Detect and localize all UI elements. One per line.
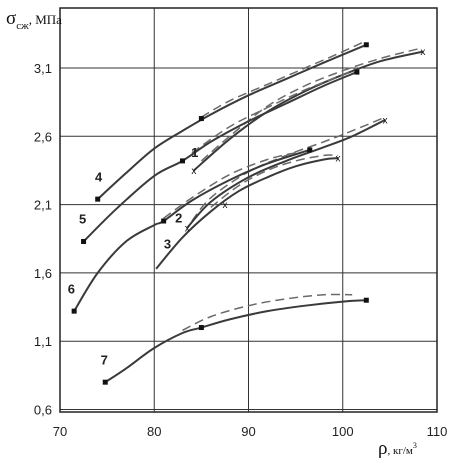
y-tick-label: 3,1 — [34, 61, 52, 76]
series-3-solid — [155, 157, 339, 270]
y-tick-label: 1,6 — [34, 266, 52, 281]
series-4-dashed — [200, 39, 367, 118]
x-tick-label: 110 — [427, 424, 448, 439]
series-1-dashed — [200, 48, 419, 162]
plot-frame — [59, 7, 438, 413]
series-4-marker — [95, 196, 101, 202]
series-2-marker: x — [383, 115, 388, 126]
series-2-dashed — [191, 116, 386, 222]
curve-label-5: 5 — [79, 212, 86, 227]
series-5-marker — [354, 69, 360, 75]
curve-label-6: 6 — [68, 281, 75, 296]
y-tick-label: 2,6 — [34, 129, 52, 144]
series-4-marker — [198, 116, 204, 122]
curve-label-3: 3 — [164, 236, 171, 251]
x-axis-title-unit: , кг/м — [387, 445, 412, 457]
series-5-marker — [180, 158, 186, 164]
curve-label-2: 2 — [175, 210, 182, 225]
series-1-solid — [193, 50, 424, 172]
curve-label-4: 4 — [95, 169, 103, 184]
ticks-group: 70 80 90 100 110 0,6 1,1 1,6 2,1 2,6 3,1 — [34, 61, 447, 439]
series-4-solid — [97, 43, 367, 200]
x-axis-title-sup: 3 — [413, 441, 417, 450]
series-1-marker: x — [191, 166, 196, 177]
series-7-marker — [198, 325, 204, 331]
x-tick-label: 70 — [53, 424, 67, 439]
series-group — [73, 39, 424, 384]
x-tick-label: 80 — [147, 424, 161, 439]
series-3-marker: x — [222, 200, 227, 211]
series-6-marker — [307, 147, 313, 153]
series-5-marker — [81, 238, 87, 244]
y-axis-title-sub: сж — [16, 20, 29, 32]
curve-label-1: 1 — [191, 145, 198, 160]
series-4-marker — [363, 42, 369, 48]
x-axis-title-main: ρ — [378, 438, 387, 459]
y-tick-label: 1,1 — [34, 334, 52, 349]
series-5-dashed — [191, 67, 358, 154]
series-2-solid — [186, 119, 386, 229]
x-tick-label: 90 — [241, 424, 255, 439]
y-tick-label: 0,6 — [34, 403, 52, 418]
series-6-marker — [161, 218, 167, 224]
y-axis-title-unit: , МПа — [29, 12, 62, 27]
curve-label-7: 7 — [101, 352, 108, 367]
series-3-dashed — [210, 154, 339, 208]
series-7-marker — [363, 297, 369, 303]
y-axis-title-main: σ — [6, 8, 16, 29]
series-5-solid — [82, 71, 358, 243]
y-axis-title: σсж, МПа — [6, 8, 62, 32]
y-tick-label: 2,1 — [34, 198, 52, 213]
markers-group: x x x x x x — [71, 42, 425, 385]
series-6-dashed — [163, 151, 296, 219]
x-axis-title: ρ, кг/м3 — [378, 438, 417, 459]
series-1-marker: x — [420, 47, 425, 58]
x-tick-label: 100 — [332, 424, 354, 439]
series-2-marker: x — [185, 223, 190, 234]
series-7-marker — [102, 379, 108, 385]
series-6-marker — [71, 308, 77, 314]
series-3-marker: x — [336, 154, 341, 165]
series-7-solid — [104, 299, 367, 384]
series-7-dashed — [182, 293, 353, 331]
